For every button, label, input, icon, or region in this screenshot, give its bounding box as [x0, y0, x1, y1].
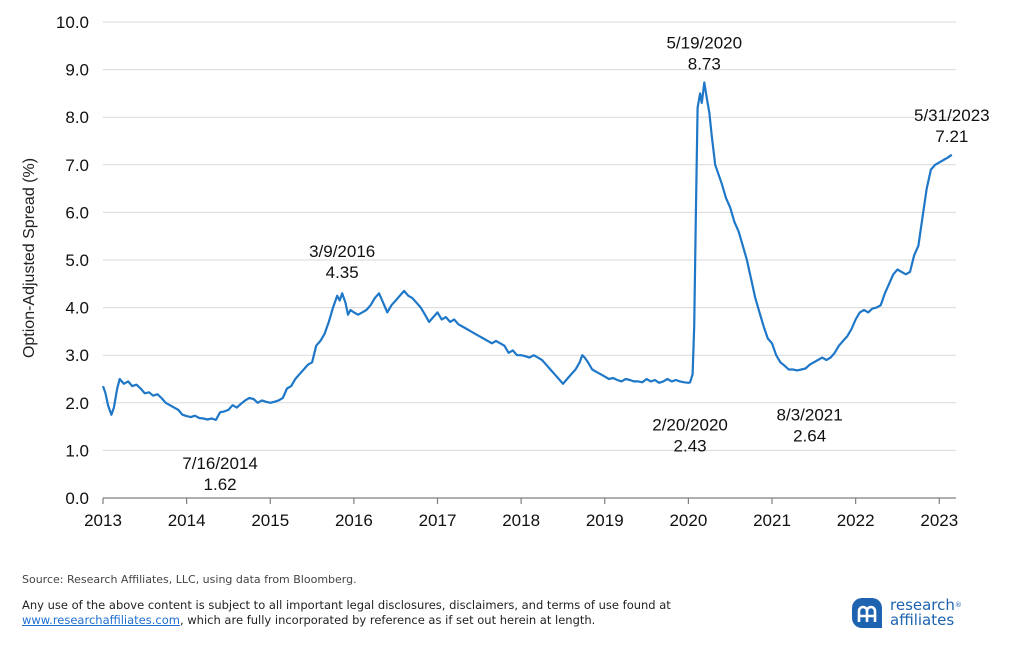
annotation-date: 5/31/2023 — [914, 106, 990, 125]
disclaimer: Any use of the above content is subject … — [22, 598, 742, 628]
x-tick-label: 2013 — [84, 511, 122, 530]
y-tick-label: 8.0 — [65, 108, 89, 127]
annotation-value: 7.21 — [935, 127, 968, 146]
disclaimer-link[interactable]: www.researchaffiliates.com — [22, 613, 180, 627]
annotation-value: 2.64 — [793, 426, 826, 445]
y-tick-label: 3.0 — [65, 346, 89, 365]
y-tick-label: 10.0 — [56, 13, 89, 32]
x-tick-label: 2018 — [502, 511, 540, 530]
x-tick-label: 2019 — [586, 511, 624, 530]
x-axis: 2013 2014 2015 2016 2017 2018 2019 2020 2021 2022… — [84, 497, 958, 530]
y-axis-label: Option-Adjusted Spread (%) — [21, 158, 38, 358]
annotation: 3/9/2016 4.35 — [309, 242, 375, 282]
y-tick-label: 0.0 — [65, 489, 89, 508]
series-line — [101, 81, 953, 421]
y-tick-label: 1.0 — [65, 441, 89, 460]
annotations: 7/16/2014 1.62 3/9/2016 4.35 2/20/2020 2.43 5/… — [182, 33, 989, 493]
annotation-date: 2/20/2020 — [652, 415, 728, 434]
annotation: 5/19/2020 8.73 — [666, 33, 742, 73]
disclaimer-line-2: , which are fully incorporated by refere… — [179, 613, 596, 627]
annotation-date: 3/9/2016 — [309, 242, 375, 261]
disclaimer-line-1: Any use of the above content is subject … — [22, 598, 671, 612]
annotation-date: 7/16/2014 — [182, 454, 258, 473]
annotation-value: 8.73 — [688, 54, 721, 73]
y-tick-label: 6.0 — [65, 203, 89, 222]
y-tick-label: 2.0 — [65, 394, 89, 413]
logo-mark-icon — [852, 598, 882, 628]
annotation: 7/16/2014 1.62 — [182, 454, 258, 494]
x-tick-label: 2017 — [419, 511, 457, 530]
annotation: 5/31/2023 7.21 — [914, 106, 990, 146]
y-axis-tick-labels: 0.0 1.0 2.0 3.0 4.0 5.0 6.0 7.0 8.0 9.0 10.0 — [56, 13, 89, 508]
x-tick-label: 2015 — [251, 511, 289, 530]
x-tick-label: 2016 — [335, 511, 373, 530]
x-tick-label: 2022 — [837, 511, 875, 530]
logo-word-affiliates: affiliates — [890, 611, 955, 629]
option-adjusted-spread-chart: 0.01.02.03.04.05.06.07.08.09.010.0 2013 2… — [21, 13, 990, 530]
y-tick-label: 7.0 — [65, 156, 89, 175]
annotation: 8/3/2021 2.64 — [777, 405, 843, 445]
y-tick-label: 9.0 — [65, 61, 89, 80]
annotation-value: 1.62 — [204, 475, 237, 494]
y-tick-label: 5.0 — [65, 251, 89, 270]
x-tick-label: 2023 — [920, 511, 958, 530]
annotation: 2/20/2020 2.43 — [652, 415, 728, 455]
research-affiliates-logo: research® affiliates — [852, 598, 1002, 634]
x-tick-label: 2014 — [168, 511, 206, 530]
annotation-date: 8/3/2021 — [777, 405, 843, 424]
gridlines — [103, 21, 956, 451]
logo-word-research: research® — [890, 596, 962, 614]
annotation-value: 4.35 — [326, 263, 359, 282]
x-tick-label: 2021 — [753, 511, 791, 530]
source-note: Source: Research Affiliates, LLC, using … — [22, 573, 357, 586]
x-tick-label: 2020 — [669, 511, 707, 530]
annotation-value: 2.43 — [674, 436, 707, 455]
annotation-date: 5/19/2020 — [666, 33, 742, 52]
y-tick-label: 4.0 — [65, 299, 89, 318]
